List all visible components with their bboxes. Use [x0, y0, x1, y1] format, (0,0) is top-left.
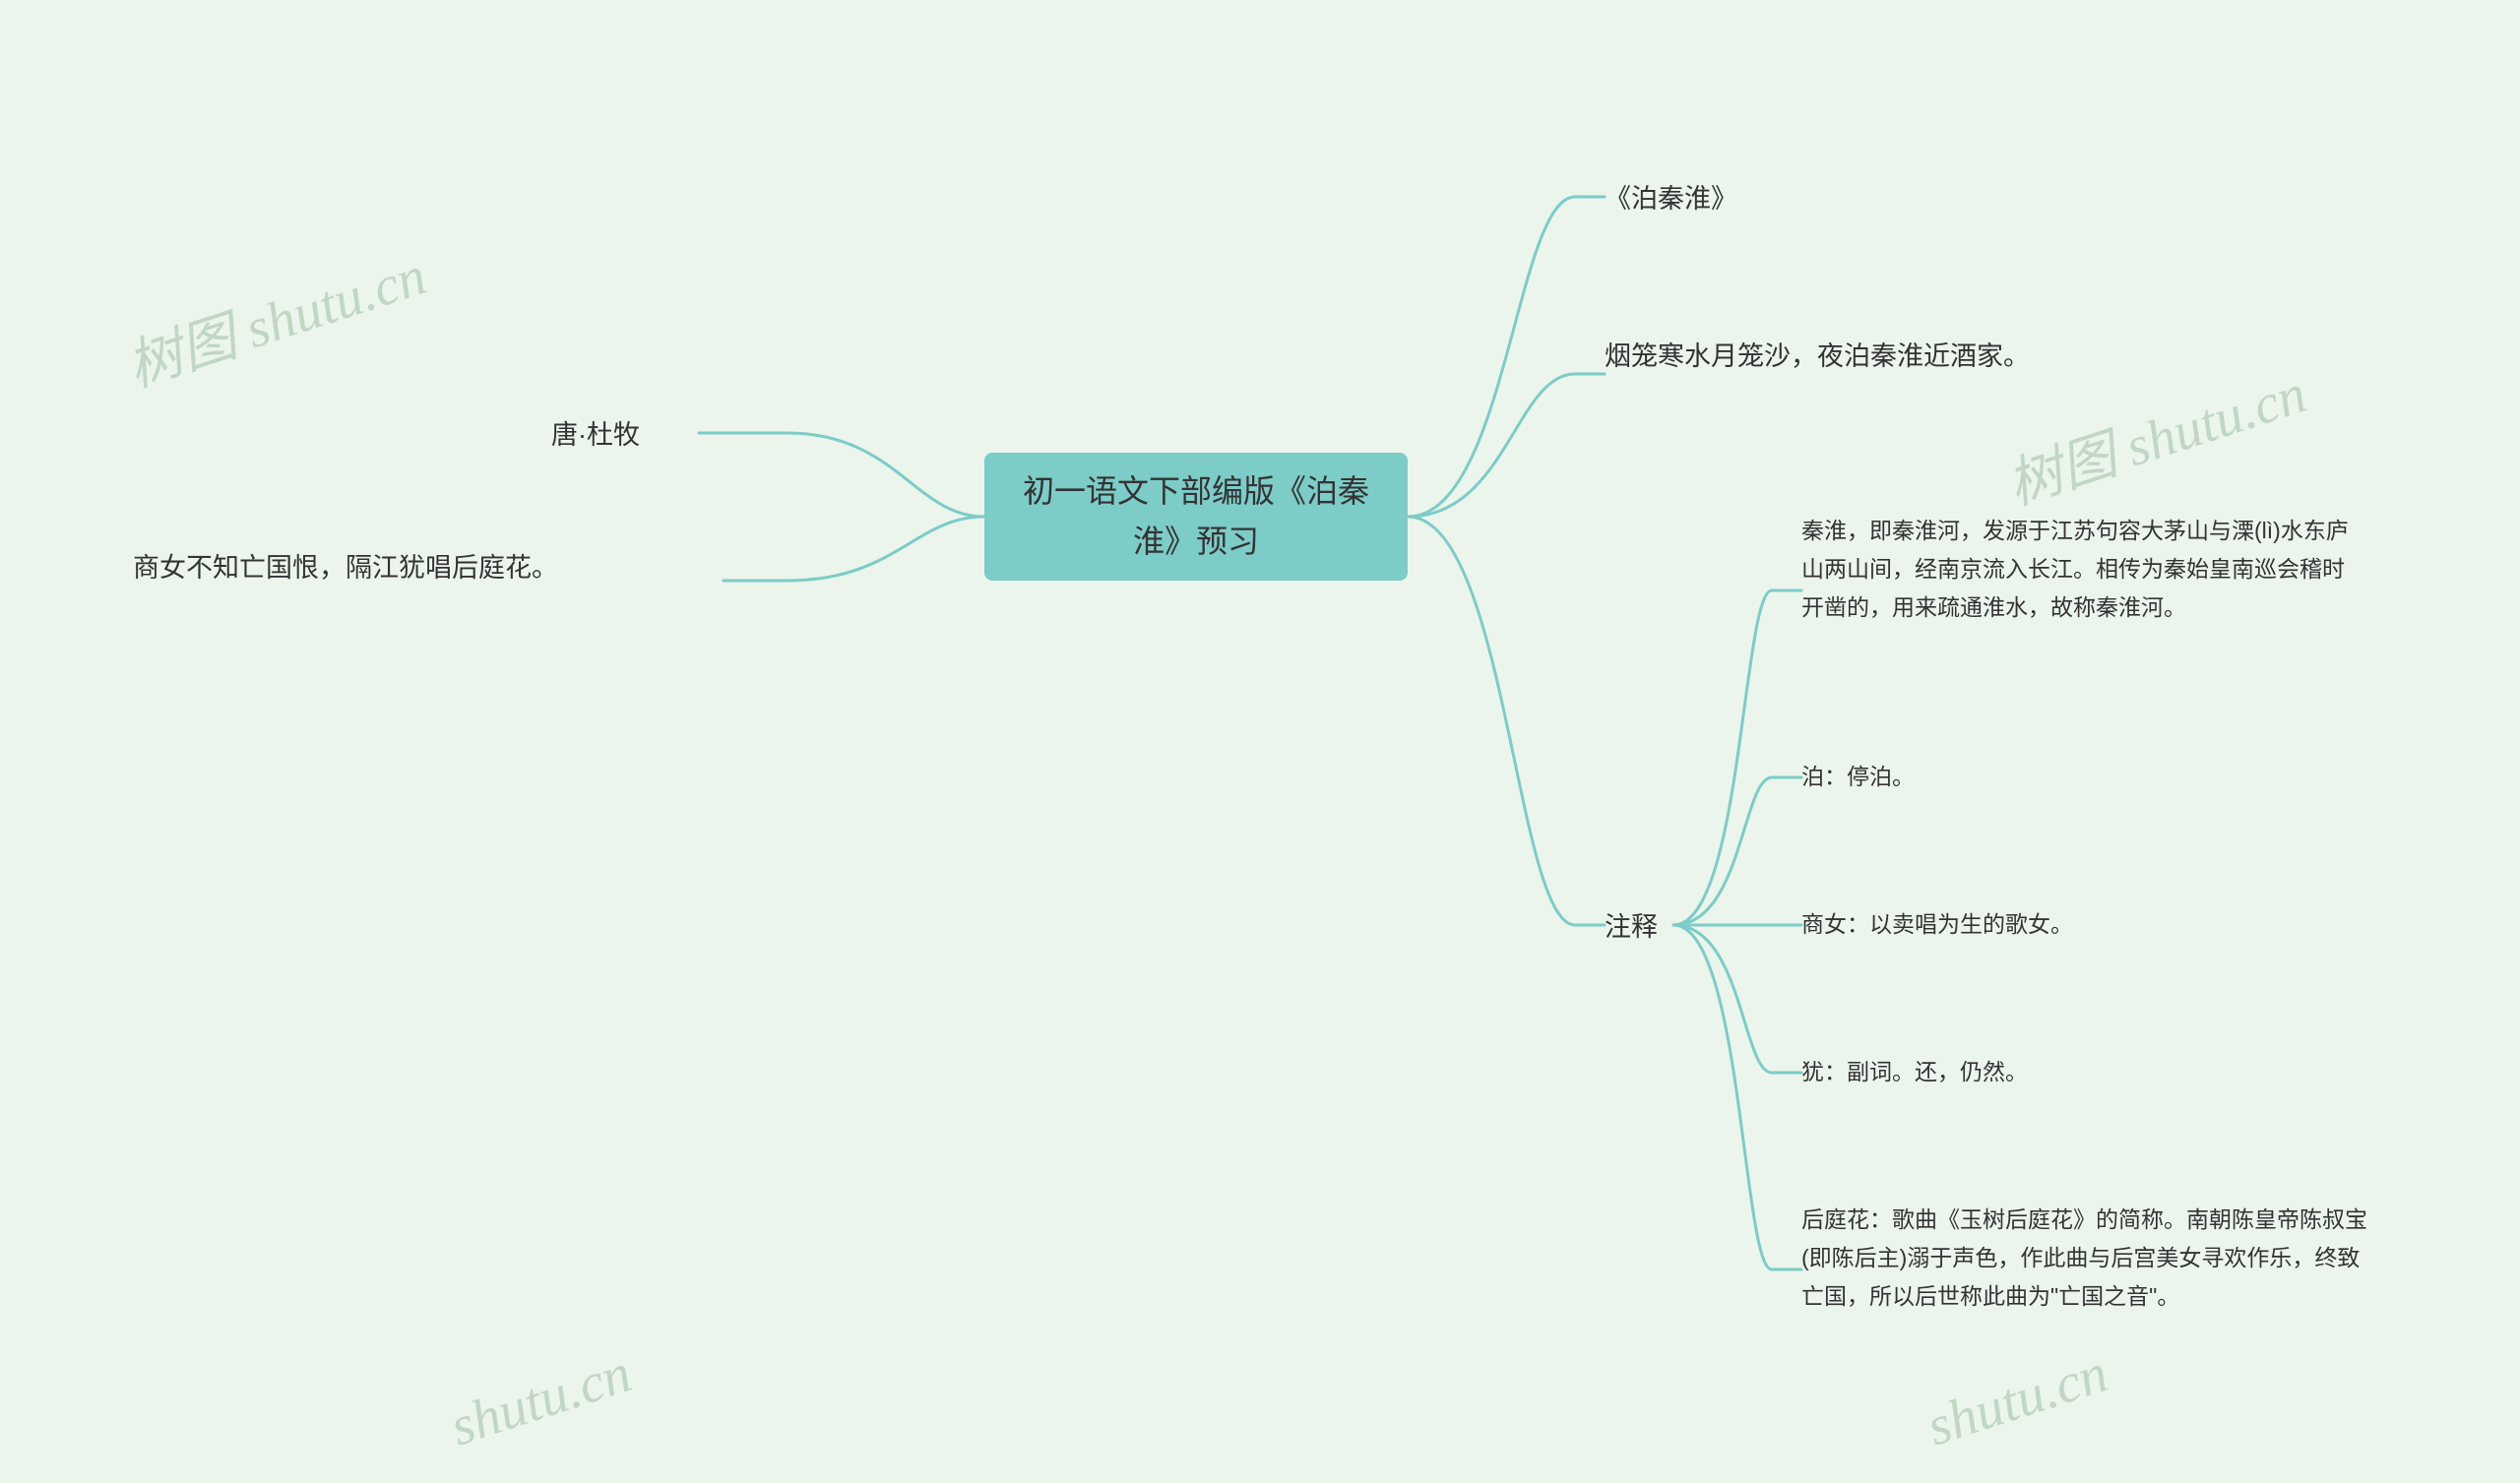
right-node-2: 注释 [1605, 905, 1703, 951]
right-node-2-child-4: 后庭花：歌曲《玉树后庭花》的简称。南朝陈皇帝陈叔宝(即陈后主)溺于声色，作此曲与… [1801, 1201, 2372, 1358]
watermark-0: 树图 shutu.cn [115, 231, 434, 402]
left-node-1: 商女不知亡国恨，隔江犹唱后庭花。 [133, 546, 724, 615]
connector-0 [699, 433, 984, 517]
connector-9 [1673, 925, 1801, 1269]
connector-5 [1673, 590, 1801, 925]
right-node-2-child-0: 秦淮，即秦淮河，发源于江苏句容大茅山与溧(lì)水东庐山两山间，经南京流入长江。… [1801, 512, 2362, 669]
right-node-2-child-3: 犹：副词。还，仍然。 [1801, 1053, 2195, 1092]
watermark-2: shutu.cn [443, 1341, 639, 1458]
right-node-2-child-1: 泊：停泊。 [1801, 758, 2097, 797]
connector-4 [1408, 517, 1605, 925]
watermark-3: shutu.cn [1920, 1341, 2115, 1458]
connector-2 [1408, 197, 1605, 517]
left-node-0: 唐·杜牧 [551, 413, 699, 459]
connector-3 [1408, 374, 1605, 517]
center-text: 初一语文下部编版《泊秦淮》预习 [1012, 466, 1380, 567]
right-node-2-child-2: 商女：以卖唱为生的歌女。 [1801, 905, 2195, 945]
mindmap-canvas: 初一语文下部编版《泊秦淮》预习 唐·杜牧商女不知亡国恨，隔江犹唱后庭花。 《泊秦淮… [0, 0, 2520, 1483]
connector-6 [1673, 777, 1801, 925]
right-node-0: 《泊秦淮》 [1605, 177, 1900, 222]
right-node-1: 烟笼寒水月笼沙，夜泊秦淮近酒家。 [1605, 335, 2136, 413]
center-node: 初一语文下部编版《泊秦淮》预习 [984, 453, 1408, 581]
connector-1 [724, 517, 984, 581]
